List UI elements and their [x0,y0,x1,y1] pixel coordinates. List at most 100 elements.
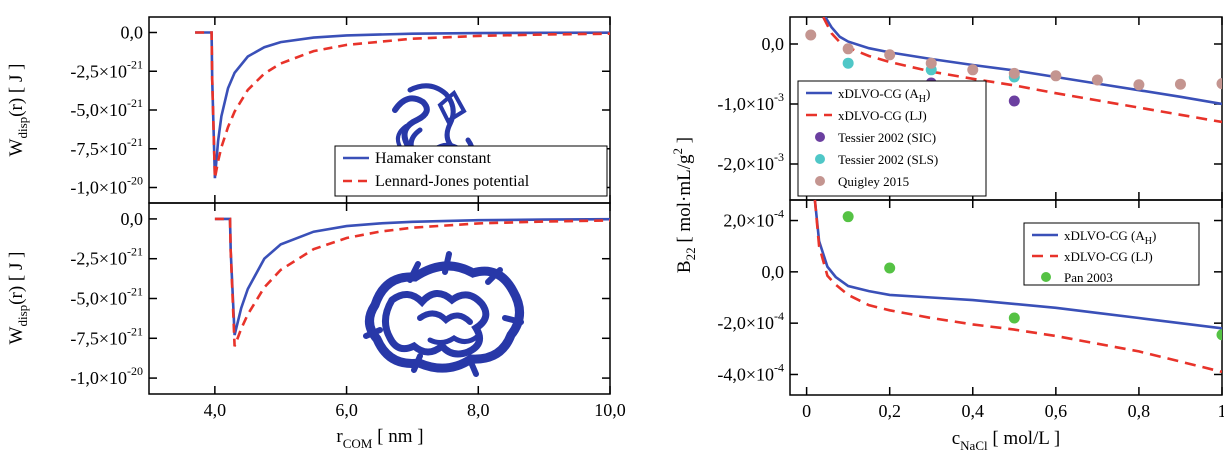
legend-marker [815,154,825,164]
y-tick-label: 0,0 [762,34,785,54]
left-axes: 0,0-2,5×10-21-5,0×10-21-7,5×10-21-1,0×10… [6,17,626,451]
tick-exponent: -4 [774,309,784,323]
data-point [1050,70,1062,82]
y-tick-label: -2,0×10-4 [717,309,784,333]
x-tick-label: 0,8 [1128,401,1151,421]
tick-exponent: -4 [774,207,784,221]
legend-b22-bottom: xDLVO-CG (AH) xDLVO-CG (LJ) Pan 2003 [1023,222,1200,286]
label-sub: disp [15,305,30,327]
tick-mantissa: -7,5×10 [70,139,127,159]
y-tick-label: -7,5×10-21 [70,135,143,159]
series-line [822,17,1222,124]
x-tick-label: 6,0 [335,400,358,420]
y-tick-label: -7,5×10-21 [70,324,143,348]
y-tick-label: -5,0×10-21 [70,96,143,120]
data-point [1216,78,1222,90]
legend-name: xDLVO-CG (LJ) [838,108,927,123]
tick-mantissa: -5,0×10 [70,100,127,120]
tick-exponent: -21 [127,135,143,149]
label-rest: (r) [ J ] [6,252,27,305]
right-bottom-frame [789,199,1223,396]
label-main: r [336,426,343,447]
x-tick-label: 1 [1218,401,1224,421]
label-rest: [ mol·mL/g [674,154,695,247]
x-tick-label: 0,6 [1045,401,1068,421]
tick-mantissa: -1,0×10 [70,178,127,198]
tick-exponent: -20 [127,364,143,378]
data-point [842,43,854,55]
data-point [925,57,937,69]
label-end: ] [674,137,695,148]
tick-mantissa: -5,0×10 [70,289,127,309]
legend-label: Hamaker constant [375,150,492,167]
label-rest: [ nm ] [372,426,423,447]
y-axis-label-top: Wdisp(r) [ J ] [6,64,30,157]
legend-name: xDLVO-CG (A [838,86,919,101]
y-axis-label-bottom: Wdisp(r) [ J ] [6,252,30,345]
legend-marker [815,132,825,142]
legend-marker [815,176,825,186]
legend-label: Tessier 2002 (SIC) [838,130,936,145]
legend-label: xDLVO-CG (AH) [838,86,930,105]
x-tick-label: 0 [802,401,811,421]
data-point [1008,312,1020,324]
legend-wdisp: Hamaker constant Lennard-Jones potential [334,145,608,197]
y-tick-label: -2,5×10-21 [70,57,143,81]
label-sub: disp [15,117,30,139]
legend-name: Tessier 2002 (SLS) [838,152,938,167]
legend-name-sub: H [1145,236,1152,247]
tick-mantissa: 2,0×10 [723,211,774,231]
right-panel: 0,0-1,0×10-3-2,0×10-32,0×10-40,0-2,0×10-… [670,16,1224,453]
data-point [1174,78,1186,90]
tick-mantissa: -1,0×10 [717,94,774,114]
tick-mantissa: -2,0×10 [717,154,774,174]
tick-mantissa: 0,0 [762,34,785,54]
left-panel: 0,0-2,5×10-21-5,0×10-21-7,5×10-21-1,0×10… [6,16,626,451]
legend-b22-top: xDLVO-CG (AH) xDLVO-CG (LJ) Tessier 2002 (… [797,80,987,197]
tick-mantissa: -7,5×10 [70,328,127,348]
x-tick-label: 0,2 [878,401,901,421]
data-point [1133,79,1145,91]
y-tick-label: -2,0×10-3 [717,150,784,174]
y-tick-label: -4,0×10-4 [717,360,784,384]
tick-exponent: -4 [774,360,784,374]
data-point [1008,95,1020,107]
data-point [842,211,854,223]
tick-mantissa: -2,0×10 [717,313,774,333]
y-tick-label: 0,0 [762,262,785,282]
series-line [214,217,610,347]
legend-name: Pan 2003 [1064,270,1113,285]
right-axes: 0,0-1,0×10-3-2,0×10-32,0×10-40,0-2,0×10-… [670,17,1224,453]
label-sub: COM [343,436,373,451]
x-axis-label-left: rCOM [ nm ] [336,426,423,451]
y-tick-label: -5,0×10-21 [70,285,143,309]
legend-label: xDLVO-CG (LJ) [1064,249,1153,264]
legend-box [334,145,608,197]
tick-mantissa: 0,0 [121,23,144,43]
label-sup: 2 [670,148,685,155]
label-rest: (r) [ J ] [6,64,27,117]
tick-exponent: -3 [774,90,784,104]
label-sub: 22 [683,247,698,260]
legend-name: xDLVO-CG (LJ) [1064,249,1153,264]
y-tick-label: -1,0×10-20 [70,174,143,198]
x-axis-label-right: cNaCl [ mol/L ] [952,428,1061,453]
data-point [805,29,817,41]
data-point [1008,67,1020,79]
x-tick-label: 4,0 [204,400,227,420]
tick-exponent: -20 [127,174,143,188]
tick-mantissa: -2,5×10 [70,249,127,269]
tick-mantissa: -2,5×10 [70,61,127,81]
tick-exponent: -21 [127,324,143,338]
legend-box [1023,222,1200,286]
data-point [884,49,896,61]
legend-label: xDLVO-CG (AH) [1064,228,1156,247]
tick-mantissa: 0,0 [762,262,785,282]
left-series [195,31,610,347]
y-axis-label-b22: B22 [ mol·mL/g2 ] [670,137,698,273]
legend-name: Lennard-Jones potential [375,173,530,190]
legend-name: Tessier 2002 (SIC) [838,130,936,145]
data-point [1216,329,1222,341]
legend-name-end: ) [1152,228,1156,243]
